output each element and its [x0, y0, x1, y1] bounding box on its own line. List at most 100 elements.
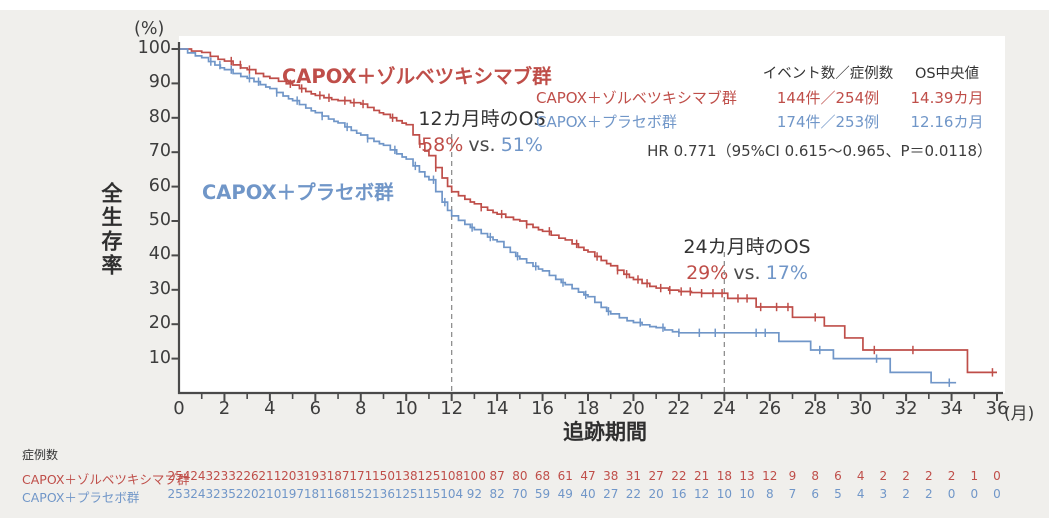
at-risk-count: 0	[947, 487, 956, 501]
at-risk-count: 100	[462, 469, 486, 483]
annotation-os-24m: 24カ月時のOS 29% vs. 17%	[655, 234, 839, 287]
y-tick-label: 70	[148, 141, 171, 162]
curve-label-placebo: CAPOX＋プラセボ群	[202, 181, 394, 204]
at-risk-row-placebo-label: CAPOX＋プラセボ群	[22, 490, 140, 505]
y-tick-label: 80	[148, 106, 171, 127]
at-risk-count: 8	[765, 487, 774, 501]
y-tick-label: 30	[148, 278, 171, 299]
os-12m-placebo-value: 51%	[500, 134, 543, 156]
at-risk-count: 22	[671, 469, 687, 483]
at-risk-count: 6	[811, 487, 820, 501]
x-tick-label: 28	[803, 398, 827, 419]
x-tick-label: 24	[712, 398, 736, 419]
at-risk-count: 2	[902, 487, 910, 501]
at-risk-count: 59	[534, 487, 551, 501]
y-tick-label: 50	[148, 210, 171, 230]
at-risk-count: 2	[947, 469, 956, 483]
x-tick-label: 0	[173, 398, 185, 419]
at-risk-count: 10	[716, 487, 732, 501]
x-tick-label: 22	[667, 398, 691, 419]
legend-row-placebo-median: 12.16カ月	[910, 113, 984, 131]
legend-row-zolbetuximab-label: CAPOX＋ゾルベツキシマブ群	[536, 89, 737, 107]
at-risk-count: 13	[739, 469, 755, 483]
legend-col-median-header: OS中央値	[914, 66, 980, 82]
at-risk-count: 171	[349, 469, 373, 483]
at-risk-count: 8	[811, 469, 820, 483]
at-risk-count: 47	[580, 469, 596, 483]
x-tick-label: 12	[440, 398, 464, 419]
at-risk-count: 49	[557, 487, 573, 501]
at-risk-count: 0	[993, 487, 1001, 501]
at-risk-header: 症例数	[22, 448, 59, 462]
os-24m-vs: vs.	[733, 262, 761, 284]
y-axis-title: 全生存率	[99, 182, 123, 278]
at-risk-count: 22	[625, 487, 642, 501]
at-risk-count: 125	[417, 469, 441, 483]
at-risk-count: 115	[417, 487, 441, 501]
x-tick-label: 16	[531, 398, 554, 419]
at-risk-count: 187	[326, 469, 350, 483]
at-risk-count: 181	[303, 487, 327, 501]
at-risk-count: 254	[167, 469, 191, 483]
curve-label-zolbetuximab: CAPOX＋ゾルベツキシマブ群	[282, 65, 552, 88]
legend-row-zolbetuximab-median: 14.39カ月	[910, 89, 984, 107]
at-risk-count: 7	[788, 487, 797, 501]
hazard-ratio-text: HR 0.771（95%CI 0.615〜0.965、P＝0.0118）	[647, 142, 992, 160]
at-risk-count: 16	[671, 487, 687, 501]
at-risk-count: 4	[856, 469, 865, 483]
x-tick-label: 30	[849, 398, 873, 419]
at-risk-count: 0	[993, 469, 1001, 483]
at-risk-row-zolbetuximab-label: CAPOX＋ゾルベツキシマブ群	[22, 472, 190, 487]
annotation-os-12m-title: 12カ月時のOS	[418, 108, 546, 130]
x-tick-label: 4	[264, 398, 276, 419]
x-tick-label: 14	[485, 398, 509, 419]
annotation-os-24m-title: 24カ月時のOS	[683, 236, 811, 258]
at-risk-count: 12	[762, 469, 778, 483]
at-risk-count: 2	[925, 469, 933, 483]
at-risk-count: 226	[235, 469, 259, 483]
x-tick-label: 2	[218, 398, 231, 419]
km-curve-zolbetuximab	[179, 48, 997, 374]
km-curve-placebo	[179, 48, 957, 384]
at-risk-count: 193	[303, 469, 327, 483]
at-risk-count: 203	[281, 469, 305, 483]
at-risk-count: 2	[879, 469, 888, 483]
at-risk-count: 104	[440, 487, 464, 501]
x-tick-label: 34	[940, 398, 963, 419]
at-risk-count: 136	[372, 487, 395, 501]
y-tick-label: 10	[148, 347, 171, 368]
os-24m-zolbetuximab-value: 29%	[686, 262, 729, 284]
annotation-os-12m: 12カ月時のOS 58% vs. 51%	[390, 106, 574, 159]
at-risk-count: 1	[970, 469, 979, 483]
x-tick-label: 6	[309, 398, 322, 419]
at-risk-count: 5	[834, 487, 842, 501]
x-tick-label: 26	[758, 398, 782, 419]
x-tick-label: 20	[621, 398, 645, 419]
at-risk-count: 4	[856, 487, 865, 501]
os-12m-vs: vs.	[468, 134, 496, 156]
legend-col-events-header: イベント数／症例数	[762, 66, 894, 82]
at-risk-count: 138	[394, 469, 418, 483]
at-risk-count: 87	[489, 469, 505, 483]
at-risk-count: 2	[925, 487, 933, 501]
at-risk-count: 38	[603, 469, 619, 483]
at-risk-count: 21	[693, 469, 710, 483]
at-risk-count: 253	[167, 487, 191, 501]
x-axis-unit: (月)	[1004, 404, 1035, 424]
at-risk-count: 20	[648, 487, 664, 501]
legend-row-zolbetuximab-events: 144件／254例	[776, 89, 880, 107]
x-tick-label: 10	[394, 398, 418, 419]
at-risk-count: 18	[716, 469, 732, 483]
at-risk-count: 12	[693, 487, 710, 501]
y-tick-label: 20	[148, 313, 171, 334]
at-risk-count: 31	[625, 469, 642, 483]
legend-row-placebo-label: CAPOX＋プラセボ群	[536, 113, 677, 131]
at-risk-count: 243	[190, 487, 214, 501]
at-risk-count: 152	[349, 487, 373, 501]
at-risk-count: 61	[557, 469, 573, 483]
x-tick-label: 18	[576, 398, 600, 419]
at-risk-count: 6	[834, 469, 842, 483]
at-risk-count: 0	[970, 487, 979, 501]
